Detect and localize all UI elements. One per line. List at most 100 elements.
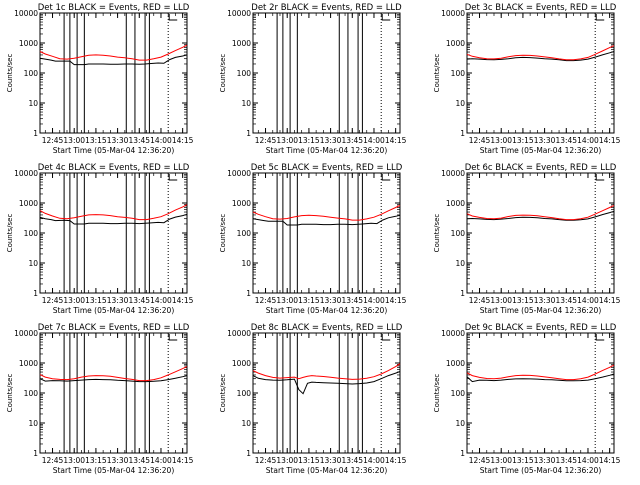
panel-title: Det 2r BLACK = Events, RED = LLD <box>251 3 402 13</box>
plot-frame <box>39 172 188 294</box>
x-tick-label: 12:45 <box>255 456 277 465</box>
y-axis-label: Counts/sec <box>219 374 227 413</box>
x-tick-label: 14:00 <box>577 136 599 145</box>
lld-rate-line <box>39 366 188 382</box>
x-tick-label: 13:45 <box>128 136 150 145</box>
plot-frame <box>252 172 401 294</box>
panel-title: Det 1c BLACK = Events, RED = LLD <box>38 3 190 13</box>
x-tick-label: 13:45 <box>128 456 150 465</box>
x-tick-label: 13:15 <box>85 456 107 465</box>
y-tick-label: 100 <box>237 69 252 78</box>
saa-bracket <box>595 174 605 181</box>
y-tick-label: 1 <box>460 449 465 458</box>
x-axis-label: Start Time (05-Mar-04 12:36:20) <box>266 146 388 155</box>
x-tick-label: 13:45 <box>555 136 577 145</box>
x-tick-label: 14:15 <box>385 296 407 305</box>
y-tick-label: 100 <box>237 389 252 398</box>
y-axis-label: Counts/sec <box>219 214 227 253</box>
y-tick-label: 100 <box>24 69 39 78</box>
events-rate-line <box>39 375 188 383</box>
y-tick-label: 1 <box>246 129 251 138</box>
x-tick-label: 13:15 <box>298 456 320 465</box>
x-tick-label: 13:00 <box>63 456 85 465</box>
x-tick-label: 13:00 <box>490 136 512 145</box>
lld-rate-line <box>466 364 615 381</box>
y-tick-label: 1000 <box>19 39 38 48</box>
y-tick-label: 10 <box>28 419 38 428</box>
x-tick-label: 13:00 <box>276 136 298 145</box>
plot-frame <box>466 172 615 294</box>
x-tick-label: 13:00 <box>276 296 298 305</box>
x-axis-label: Start Time (05-Mar-04 12:36:20) <box>266 306 388 315</box>
x-tick-label: 13:30 <box>107 136 129 145</box>
x-tick-label: 14:00 <box>577 456 599 465</box>
y-tick-label: 1 <box>33 449 38 458</box>
y-tick-label: 100 <box>451 389 466 398</box>
x-tick-label: 14:15 <box>172 136 194 145</box>
saa-bracket <box>168 174 178 181</box>
y-tick-label: 1000 <box>446 199 465 208</box>
y-tick-label: 10 <box>455 419 465 428</box>
x-tick-label: 13:45 <box>341 456 363 465</box>
lld-rate-line <box>466 45 615 61</box>
y-tick-label: 1000 <box>232 359 251 368</box>
lld-rate-line <box>39 44 188 61</box>
x-tick-label: 13:45 <box>341 136 363 145</box>
x-axis-label: Start Time (05-Mar-04 12:36:20) <box>480 466 602 475</box>
plot-frame <box>39 332 188 454</box>
x-tick-label: 13:00 <box>276 456 298 465</box>
saa-bracket <box>381 334 391 341</box>
x-tick-label: 13:00 <box>63 136 85 145</box>
x-tick-label: 14:15 <box>385 136 407 145</box>
saa-bracket <box>595 334 605 341</box>
panel-title: Det 8c BLACK = Events, RED = LLD <box>251 323 403 333</box>
x-tick-label: 14:00 <box>150 456 172 465</box>
events-rate-line <box>252 214 401 226</box>
x-tick-label: 13:15 <box>512 296 534 305</box>
y-tick-label: 10000 <box>227 329 251 338</box>
y-tick-label: 10 <box>241 259 251 268</box>
y-tick-label: 10 <box>28 259 38 268</box>
y-tick-label: 1 <box>460 129 465 138</box>
panel-title: Det 7c BLACK = Events, RED = LLD <box>38 323 190 333</box>
x-tick-label: 13:30 <box>534 296 556 305</box>
x-axis-label: Start Time (05-Mar-04 12:36:20) <box>53 466 175 475</box>
y-tick-label: 1000 <box>19 199 38 208</box>
x-tick-label: 13:30 <box>534 136 556 145</box>
x-tick-label: 14:00 <box>577 296 599 305</box>
panel-title: Det 4c BLACK = Events, RED = LLD <box>38 163 190 173</box>
x-tick-label: 12:45 <box>42 296 64 305</box>
y-tick-label: 10 <box>455 99 465 108</box>
saa-bracket <box>168 334 178 341</box>
y-tick-label: 10000 <box>441 329 465 338</box>
detector-panel: Det 8c BLACK = Events, RED = LLD 1 10 100 10… <box>219 323 407 475</box>
x-tick-label: 13:30 <box>534 456 556 465</box>
saa-bracket <box>381 14 391 21</box>
x-tick-label: 13:30 <box>320 456 342 465</box>
x-tick-label: 14:15 <box>599 136 621 145</box>
x-tick-label: 13:15 <box>85 296 107 305</box>
y-axis-label: Counts/sec <box>6 214 14 253</box>
x-tick-label: 13:15 <box>512 456 534 465</box>
x-tick-label: 14:00 <box>363 456 385 465</box>
y-tick-label: 100 <box>451 69 466 78</box>
y-tick-label: 10000 <box>14 329 38 338</box>
y-tick-label: 1000 <box>446 39 465 48</box>
detector-panel: Det 3c BLACK = Events, RED = LLD 1 10 100 10… <box>433 3 621 155</box>
y-tick-label: 1 <box>33 289 38 298</box>
x-tick-label: 12:45 <box>255 136 277 145</box>
x-tick-label: 14:15 <box>599 296 621 305</box>
x-tick-label: 12:45 <box>42 136 64 145</box>
detector-panel: Det 4c BLACK = Events, RED = LLD 1 10 100 10… <box>6 163 194 315</box>
x-tick-label: 13:30 <box>107 456 129 465</box>
x-tick-label: 14:00 <box>150 296 172 305</box>
y-tick-label: 1 <box>246 449 251 458</box>
y-tick-label: 10 <box>241 99 251 108</box>
x-tick-label: 13:30 <box>320 136 342 145</box>
plot-frame <box>466 12 615 134</box>
y-tick-label: 100 <box>237 229 252 238</box>
lld-rate-line <box>252 204 401 221</box>
y-tick-label: 100 <box>451 229 466 238</box>
plot-frame <box>252 12 401 134</box>
detector-panel: Det 1c BLACK = Events, RED = LLD 1 10 100 10… <box>6 3 194 155</box>
